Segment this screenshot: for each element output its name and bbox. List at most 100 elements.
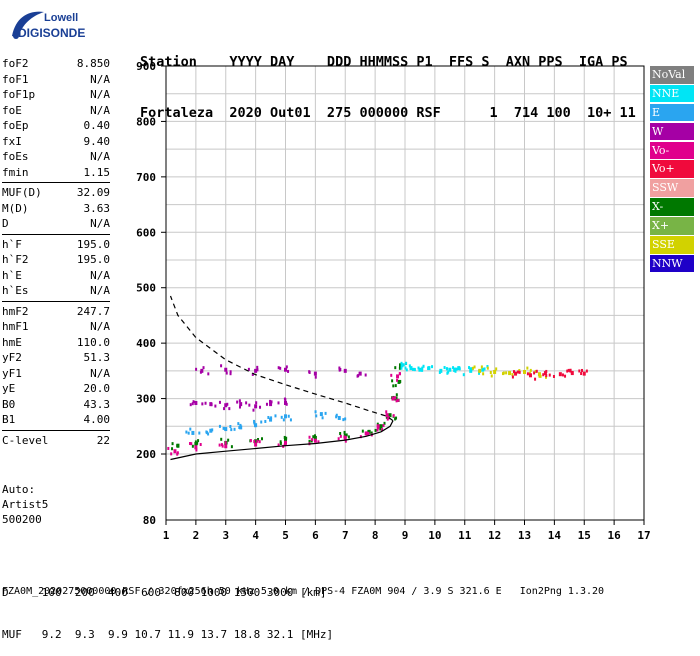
param-row: B1 4.00 <box>2 412 110 428</box>
data-point <box>284 367 287 372</box>
param-row: h`Es N/A <box>2 283 110 299</box>
data-point <box>194 401 198 406</box>
data-point <box>483 367 486 371</box>
data-point <box>417 366 420 370</box>
data-point <box>392 384 395 388</box>
data-point <box>227 438 230 442</box>
data-point <box>283 397 286 401</box>
legend-item: W <box>650 122 694 141</box>
data-point <box>195 448 198 452</box>
data-point <box>526 372 529 376</box>
data-point <box>265 402 268 406</box>
data-point <box>222 426 225 430</box>
data-point <box>192 400 195 404</box>
data-point <box>405 368 408 372</box>
param-value: 9.40 <box>83 134 111 148</box>
data-point <box>289 418 292 422</box>
data-point <box>267 415 270 419</box>
data-point <box>279 441 282 445</box>
data-point <box>421 366 424 370</box>
header-values: Fortaleza 2020 Out01 275 000000 RSF 1 71… <box>140 105 636 121</box>
data-point <box>391 379 394 383</box>
data-point <box>514 371 518 376</box>
data-point <box>421 368 424 372</box>
data-point <box>229 370 232 374</box>
param-key: hmF2 <box>2 304 29 318</box>
data-point <box>194 445 198 450</box>
data-point <box>458 367 461 371</box>
data-point <box>199 443 202 447</box>
data-point <box>345 433 348 437</box>
data-point <box>237 422 240 426</box>
data-point <box>211 428 214 432</box>
param-row: foF1 N/A <box>2 72 110 88</box>
data-point <box>256 368 259 372</box>
data-point <box>567 368 570 372</box>
data-point <box>408 364 411 368</box>
data-point <box>548 373 551 377</box>
data-point <box>409 366 413 371</box>
x-tick-label: 10 <box>428 529 441 542</box>
data-point <box>224 367 228 372</box>
data-point <box>252 408 255 412</box>
data-point <box>545 374 548 378</box>
y-tick-label: 300 <box>136 393 156 406</box>
data-point <box>342 418 345 422</box>
param-key: h`F <box>2 237 22 251</box>
data-point <box>224 403 228 408</box>
legend-item: X- <box>650 198 694 216</box>
param-value: 247.7 <box>76 304 110 318</box>
param-divider <box>2 300 110 302</box>
param-value: 20.0 <box>83 382 111 395</box>
data-point <box>225 371 228 375</box>
data-point <box>364 373 367 377</box>
param-key: yF2 <box>2 351 22 364</box>
data-point <box>171 442 174 446</box>
param-key: fxI <box>2 134 22 148</box>
x-tick-label: 13 <box>518 529 531 542</box>
data-point <box>207 432 210 436</box>
y-tick-label: 200 <box>136 448 156 461</box>
param-row: fmin 1.15 <box>2 165 110 181</box>
data-point <box>269 401 272 405</box>
data-point <box>254 439 258 444</box>
param-divider <box>2 182 110 183</box>
data-point <box>447 370 450 374</box>
param-value: N/A <box>90 320 110 333</box>
data-point <box>462 373 465 377</box>
data-point <box>490 374 493 378</box>
data-point <box>313 438 317 443</box>
data-point <box>392 414 395 418</box>
legend-item: Vo+ <box>650 160 694 178</box>
data-point <box>404 366 407 370</box>
true-height-profile <box>170 420 394 461</box>
data-point <box>221 444 224 448</box>
data-point <box>189 403 192 407</box>
data-point <box>398 366 401 370</box>
param-key: h`Es <box>2 284 29 297</box>
param-key: fmin <box>2 165 29 179</box>
param-value: 195.0 <box>76 237 110 251</box>
param-key: foE <box>2 103 22 117</box>
data-point <box>344 439 347 443</box>
param-value: 4.00 <box>83 413 111 426</box>
data-point <box>239 423 242 427</box>
data-point <box>230 428 233 432</box>
data-point <box>270 400 273 404</box>
x-tick-label: 8 <box>372 529 379 542</box>
param-key: foF1 <box>2 72 29 86</box>
data-point <box>376 428 379 432</box>
data-point <box>512 370 515 374</box>
data-point <box>508 371 512 376</box>
data-point <box>284 401 287 406</box>
data-point <box>396 378 399 382</box>
param-row: foE N/A <box>2 103 110 119</box>
polarization-legend: NoVal NNE E W Vo- Vo+ SSW X- X+ SSE NNW <box>650 66 694 274</box>
legend-item: NNE <box>650 84 694 103</box>
param-value: 43.3 <box>83 397 111 411</box>
data-point <box>251 372 254 376</box>
data-point <box>239 425 243 430</box>
data-point <box>486 365 489 369</box>
data-point <box>190 442 193 446</box>
param-key: C-level <box>2 433 49 447</box>
